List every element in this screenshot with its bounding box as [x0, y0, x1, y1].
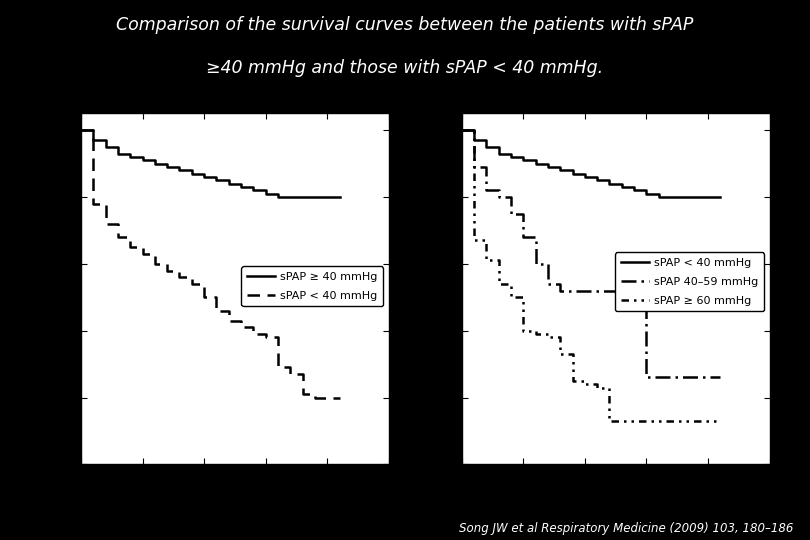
X-axis label: Time (months): Time (months): [567, 487, 664, 500]
Legend: sPAP ≥ 40 mmHg, sPAP < 40 mmHg: sPAP ≥ 40 mmHg, sPAP < 40 mmHg: [241, 266, 383, 306]
Y-axis label: Percent survival: Percent survival: [36, 235, 49, 342]
Text: Comparison of the survival curves between the patients with sPAP: Comparison of the survival curves betwee…: [117, 16, 693, 34]
X-axis label: Time (months): Time (months): [186, 487, 284, 500]
Text: ≥40 mmHg and those with sPAP < 40 mmHg.: ≥40 mmHg and those with sPAP < 40 mmHg.: [207, 59, 603, 77]
Text: Song JW et al Respiratory Medicine (2009) 103, 180–186: Song JW et al Respiratory Medicine (2009…: [459, 522, 794, 535]
Text: A: A: [41, 99, 58, 119]
Y-axis label: Percent survival: Percent survival: [417, 235, 430, 342]
Text: B: B: [422, 99, 439, 119]
Legend: sPAP < 40 mmHg, sPAP 40–59 mmHg, sPAP ≥ 60 mmHg: sPAP < 40 mmHg, sPAP 40–59 mmHg, sPAP ≥ …: [616, 252, 764, 311]
